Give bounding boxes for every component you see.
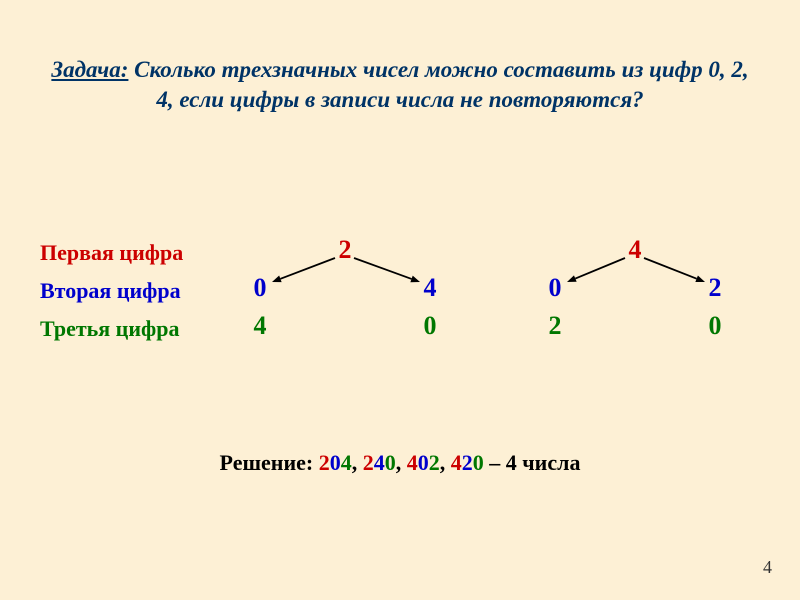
page-number: 4 <box>763 557 772 578</box>
tree-row2-digit: 4 <box>415 273 445 303</box>
solution-digit: 2 <box>319 450 330 475</box>
solution-digit: 0 <box>418 450 429 475</box>
solution-line: Решение: 204, 240, 402, 420 – 4 числа <box>40 450 760 476</box>
solution-digit: 4 <box>341 450 352 475</box>
tree-row3-digit: 0 <box>415 311 445 341</box>
tree-row3-digit: 4 <box>245 311 275 341</box>
problem-statement: Задача: Сколько трехзначных чисел можно … <box>40 55 760 115</box>
solution-digit: 2 <box>462 450 473 475</box>
label-first-digit: Первая цифра <box>40 240 183 266</box>
tree-row2-digit: 0 <box>540 273 570 303</box>
solution-separator: , <box>396 450 407 475</box>
slide: Задача: Сколько трехзначных чисел можно … <box>0 0 800 600</box>
solution-digit: 0 <box>385 450 396 475</box>
tree-row1-digit: 4 <box>620 235 650 265</box>
solution-prefix: Решение: <box>220 450 319 475</box>
solution-digit: 4 <box>407 450 418 475</box>
tree-row3-digit: 2 <box>540 311 570 341</box>
solution-separator: , <box>440 450 451 475</box>
solution-digit: 0 <box>473 450 484 475</box>
label-third-digit: Третья цифра <box>40 316 180 342</box>
problem-text: Сколько трехзначных чисел можно составит… <box>128 57 748 112</box>
solution-digit: 4 <box>451 450 462 475</box>
label-second-digit: Вторая цифра <box>40 278 181 304</box>
problem-label: Задача: <box>51 57 128 82</box>
solution-suffix: – 4 числа <box>484 450 581 475</box>
solution-digit: 4 <box>374 450 385 475</box>
tree-row2-digit: 0 <box>245 273 275 303</box>
solution-separator: , <box>352 450 363 475</box>
solution-digit: 0 <box>330 450 341 475</box>
tree-row1-digit: 2 <box>330 235 360 265</box>
tree-row3-digit: 0 <box>700 311 730 341</box>
solution-digit: 2 <box>363 450 374 475</box>
tree-row2-digit: 2 <box>700 273 730 303</box>
solution-digit: 2 <box>429 450 440 475</box>
